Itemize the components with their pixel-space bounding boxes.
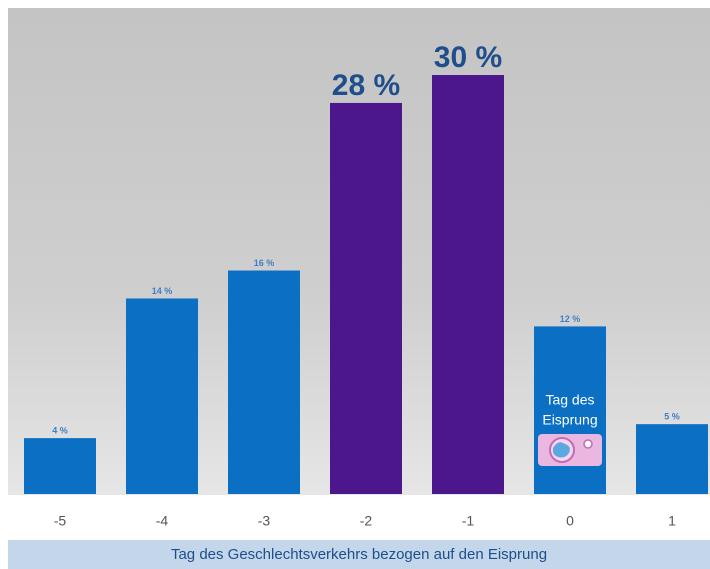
- x-axis-label: Tag des Geschlechtsverkehrs bezogen auf …: [171, 546, 547, 563]
- bar: [636, 424, 708, 494]
- bar: [534, 326, 606, 494]
- value-label: 16 %: [254, 258, 275, 268]
- bar: [228, 270, 300, 494]
- x-tick-label: -3: [258, 513, 271, 529]
- value-label: 12 %: [560, 314, 581, 324]
- annotation: Tag des: [545, 392, 594, 408]
- ovulation-icon: [538, 434, 602, 466]
- value-label: 4 %: [52, 426, 68, 436]
- x-tick-label: -2: [360, 513, 373, 529]
- value-label: 28 %: [332, 69, 400, 102]
- x-tick-label: 0: [566, 513, 574, 529]
- annotation: Eisprung: [542, 412, 597, 428]
- value-label: 30 %: [434, 41, 502, 74]
- x-tick-label: 1: [668, 513, 676, 529]
- bar: [432, 75, 504, 494]
- bar: [24, 438, 96, 494]
- value-label: 14 %: [152, 286, 173, 296]
- value-label: 5 %: [664, 412, 680, 422]
- x-tick-label: -1: [462, 513, 475, 529]
- x-tick-label: -5: [54, 513, 67, 529]
- x-tick-label: -4: [156, 513, 169, 529]
- bar: [126, 298, 198, 494]
- bar: [330, 102, 402, 494]
- xlabel-band: [8, 540, 710, 569]
